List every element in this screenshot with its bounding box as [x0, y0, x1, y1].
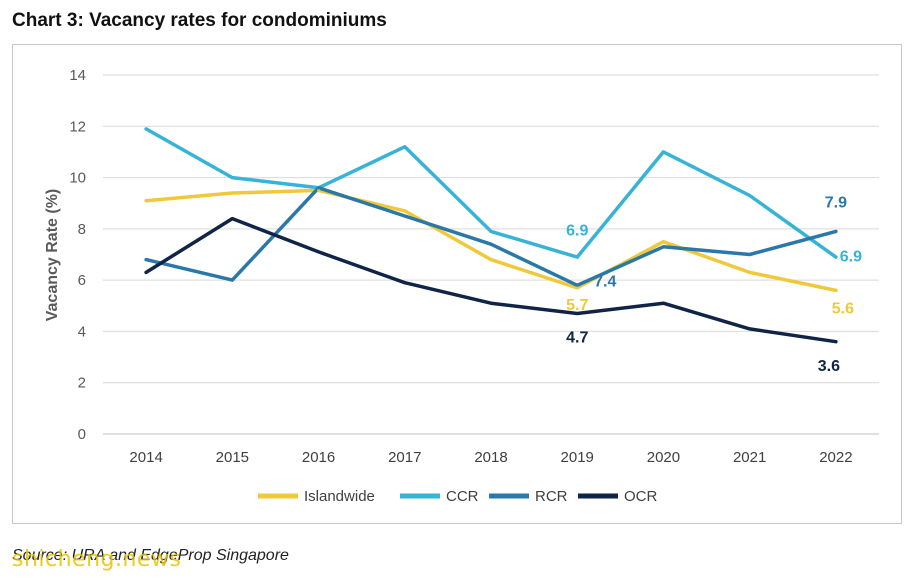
- data-label: 5.6: [832, 301, 854, 318]
- series-line-rcr: [144, 186, 838, 288]
- data-point-islandwide: [144, 199, 148, 203]
- data-point-rcr: [575, 283, 579, 287]
- data-point-ocr: [834, 340, 838, 344]
- y-tick-label: 12: [69, 118, 86, 135]
- data-point-islandwide: [748, 270, 752, 274]
- x-tick-label: 2018: [474, 449, 507, 466]
- watermark: shicheng.news: [12, 547, 182, 572]
- data-point-ccr: [403, 145, 407, 149]
- data-point-islandwide: [317, 188, 321, 192]
- data-point-ccr: [144, 127, 148, 131]
- legend-label-ocr: OCR: [624, 488, 658, 505]
- data-point-ocr: [661, 301, 665, 305]
- source-note: Source: URA and EdgeProp Singapore: [12, 547, 289, 564]
- legend-label-islandwide: Islandwide: [304, 488, 375, 505]
- data-point-islandwide: [575, 286, 579, 290]
- chart-title: Chart 3: Vacancy rates for condominiums: [12, 10, 387, 31]
- data-point-ocr: [144, 270, 148, 274]
- data-label: 7.9: [825, 195, 847, 212]
- data-point-rcr: [489, 242, 493, 246]
- data-point-islandwide: [834, 288, 838, 292]
- data-point-islandwide: [661, 240, 665, 244]
- x-tick-label: 2016: [302, 449, 335, 466]
- x-tick-label: 2015: [216, 449, 249, 466]
- data-label: 6.9: [840, 248, 862, 265]
- legend-label-ccr: CCR: [446, 488, 479, 505]
- y-tick-label: 10: [69, 170, 86, 187]
- data-label: 5.7: [566, 297, 588, 314]
- data-point-ccr: [748, 194, 752, 198]
- x-tick-label: 2014: [129, 449, 162, 466]
- data-point-islandwide: [230, 191, 234, 195]
- data-point-ccr: [489, 229, 493, 233]
- data-label: 3.6: [818, 358, 840, 375]
- x-tick-label: 2020: [647, 449, 680, 466]
- data-point-ocr: [575, 311, 579, 315]
- data-point-ocr: [489, 301, 493, 305]
- x-tick-label: 2019: [561, 449, 594, 466]
- data-point-ocr: [230, 217, 234, 221]
- data-point-ccr: [661, 150, 665, 154]
- data-point-rcr: [403, 214, 407, 218]
- x-tick-label: 2017: [388, 449, 421, 466]
- data-point-ocr: [317, 250, 321, 254]
- data-point-rcr: [748, 253, 752, 256]
- data-point-islandwide: [489, 258, 493, 262]
- y-tick-label: 0: [78, 426, 86, 443]
- data-label: 4.7: [566, 330, 588, 347]
- data-point-rcr: [144, 258, 148, 262]
- x-tick-label: 2021: [733, 449, 766, 466]
- data-point-ccr: [230, 176, 234, 180]
- y-tick-label: 8: [78, 221, 86, 238]
- y-axis-label: Vacancy Rate (%): [44, 189, 61, 322]
- data-point-ccr: [834, 255, 838, 259]
- data-point-ocr: [748, 327, 752, 331]
- x-tick-label: 2022: [819, 449, 852, 466]
- data-point-rcr: [230, 278, 234, 282]
- data-point-rcr: [834, 229, 838, 233]
- data-label: 6.9: [566, 222, 588, 239]
- data-point-rcr: [317, 186, 321, 190]
- series-line-islandwide: [144, 188, 838, 293]
- y-tick-label: 2: [78, 375, 86, 392]
- y-tick-label: 6: [78, 272, 86, 289]
- chart-frame: [12, 44, 902, 524]
- data-label: 7.4: [594, 273, 616, 290]
- y-tick-label: 14: [69, 67, 86, 84]
- data-point-ccr: [575, 255, 579, 259]
- data-point-islandwide: [403, 209, 407, 213]
- data-point-rcr: [661, 245, 665, 249]
- data-point-ocr: [403, 281, 407, 285]
- legend-label-rcr: RCR: [535, 488, 568, 505]
- y-tick-label: 4: [78, 323, 86, 340]
